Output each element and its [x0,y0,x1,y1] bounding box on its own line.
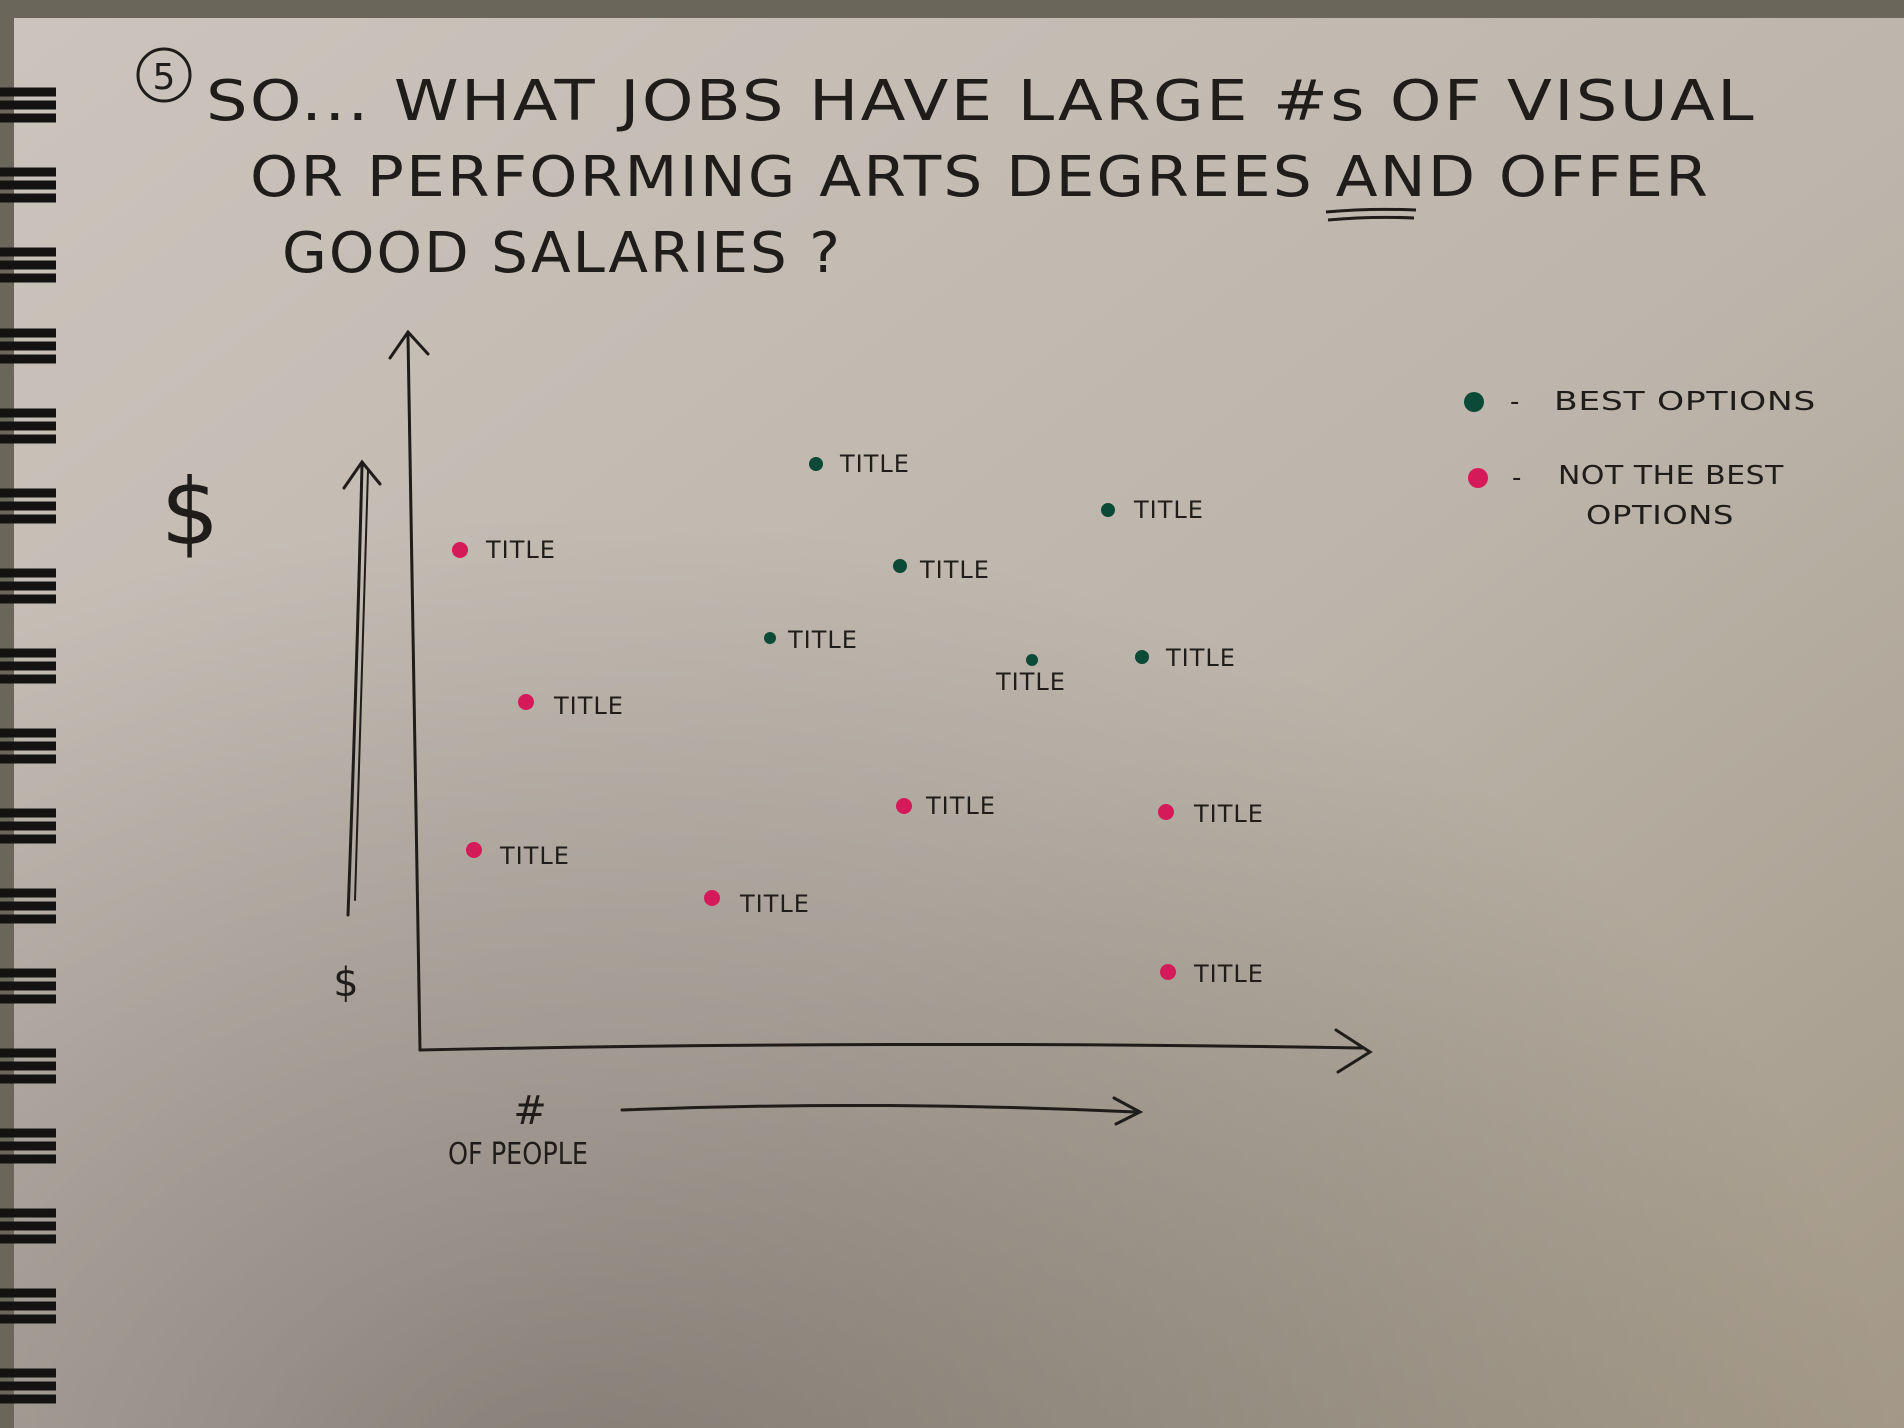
best-point [764,632,776,644]
data-points: TITLE TITLE TITLE TITLE TITLE TITLE TITL… [452,450,1264,988]
point-title: TITLE [995,668,1066,696]
and-double-underline [1325,207,1417,222]
x-axis-hash: # [513,1088,547,1134]
not-best-point [704,890,720,906]
x-axis-label: OF PEOPLE [448,1137,588,1172]
not-best-point [1158,804,1174,820]
spiral-binding [0,87,56,1404]
point-title: TITLE [499,842,570,870]
legend-best-dash: - [1510,387,1520,417]
point-title: TITLE [553,692,624,720]
not-best-point [466,842,482,858]
y-axis-arrowhead [388,329,430,360]
point-title: TITLE [485,536,556,564]
legend-not-best-dot [1468,468,1488,488]
legend-not-best-label-1: NOT THE BEST [1558,461,1784,491]
point-title: TITLE [787,626,858,654]
chart-axes [342,329,1373,1126]
not-best-point [1160,964,1176,980]
not-best-point [896,798,912,814]
circled-number [136,47,192,103]
not-best-point [452,542,468,558]
x-axis-arrowhead [1334,1028,1373,1074]
x-direction-arrow [620,1103,1138,1114]
y-axis-dollar-small: $ [333,960,358,1006]
point-title: TITLE [739,890,810,918]
point-title: TITLE [1193,800,1264,828]
title-line-3: GOOD SALARIES ? [282,221,842,286]
question-number: 5 [153,57,176,98]
legend-best-label: BEST OPTIONS [1554,387,1816,417]
point-title: TITLE [919,556,990,584]
legend-not-best-dash: - [1512,463,1522,493]
title-line-2: OR PERFORMING ARTS DEGREES AND OFFER [250,145,1710,210]
best-point [893,559,907,573]
legend-best-dot [1464,392,1484,412]
point-title: TITLE [925,792,996,820]
legend-not-best-label-2: OPTIONS [1586,501,1734,531]
y-axis-dollar-large: $ [161,459,220,566]
title-line-1: SO... WHAT JOBS HAVE LARGE #s OF VISUAL [206,69,1756,134]
point-title: TITLE [839,450,910,478]
point-title: TITLE [1133,496,1204,524]
point-title: TITLE [1193,960,1264,988]
legend: - BEST OPTIONS - NOT THE BEST OPTIONS [1464,387,1816,531]
x-axis-line [418,1042,1364,1052]
best-point [809,457,823,471]
best-point [1101,503,1115,517]
best-point [1026,654,1038,666]
best-point [1135,650,1149,664]
x-direction-arrowhead [1112,1096,1144,1126]
y-direction-arrow [346,464,364,917]
point-title: TITLE [1165,644,1236,672]
not-best-point [518,694,534,710]
y-axis-line [406,334,422,1052]
y-direction-arrowhead [342,459,382,490]
